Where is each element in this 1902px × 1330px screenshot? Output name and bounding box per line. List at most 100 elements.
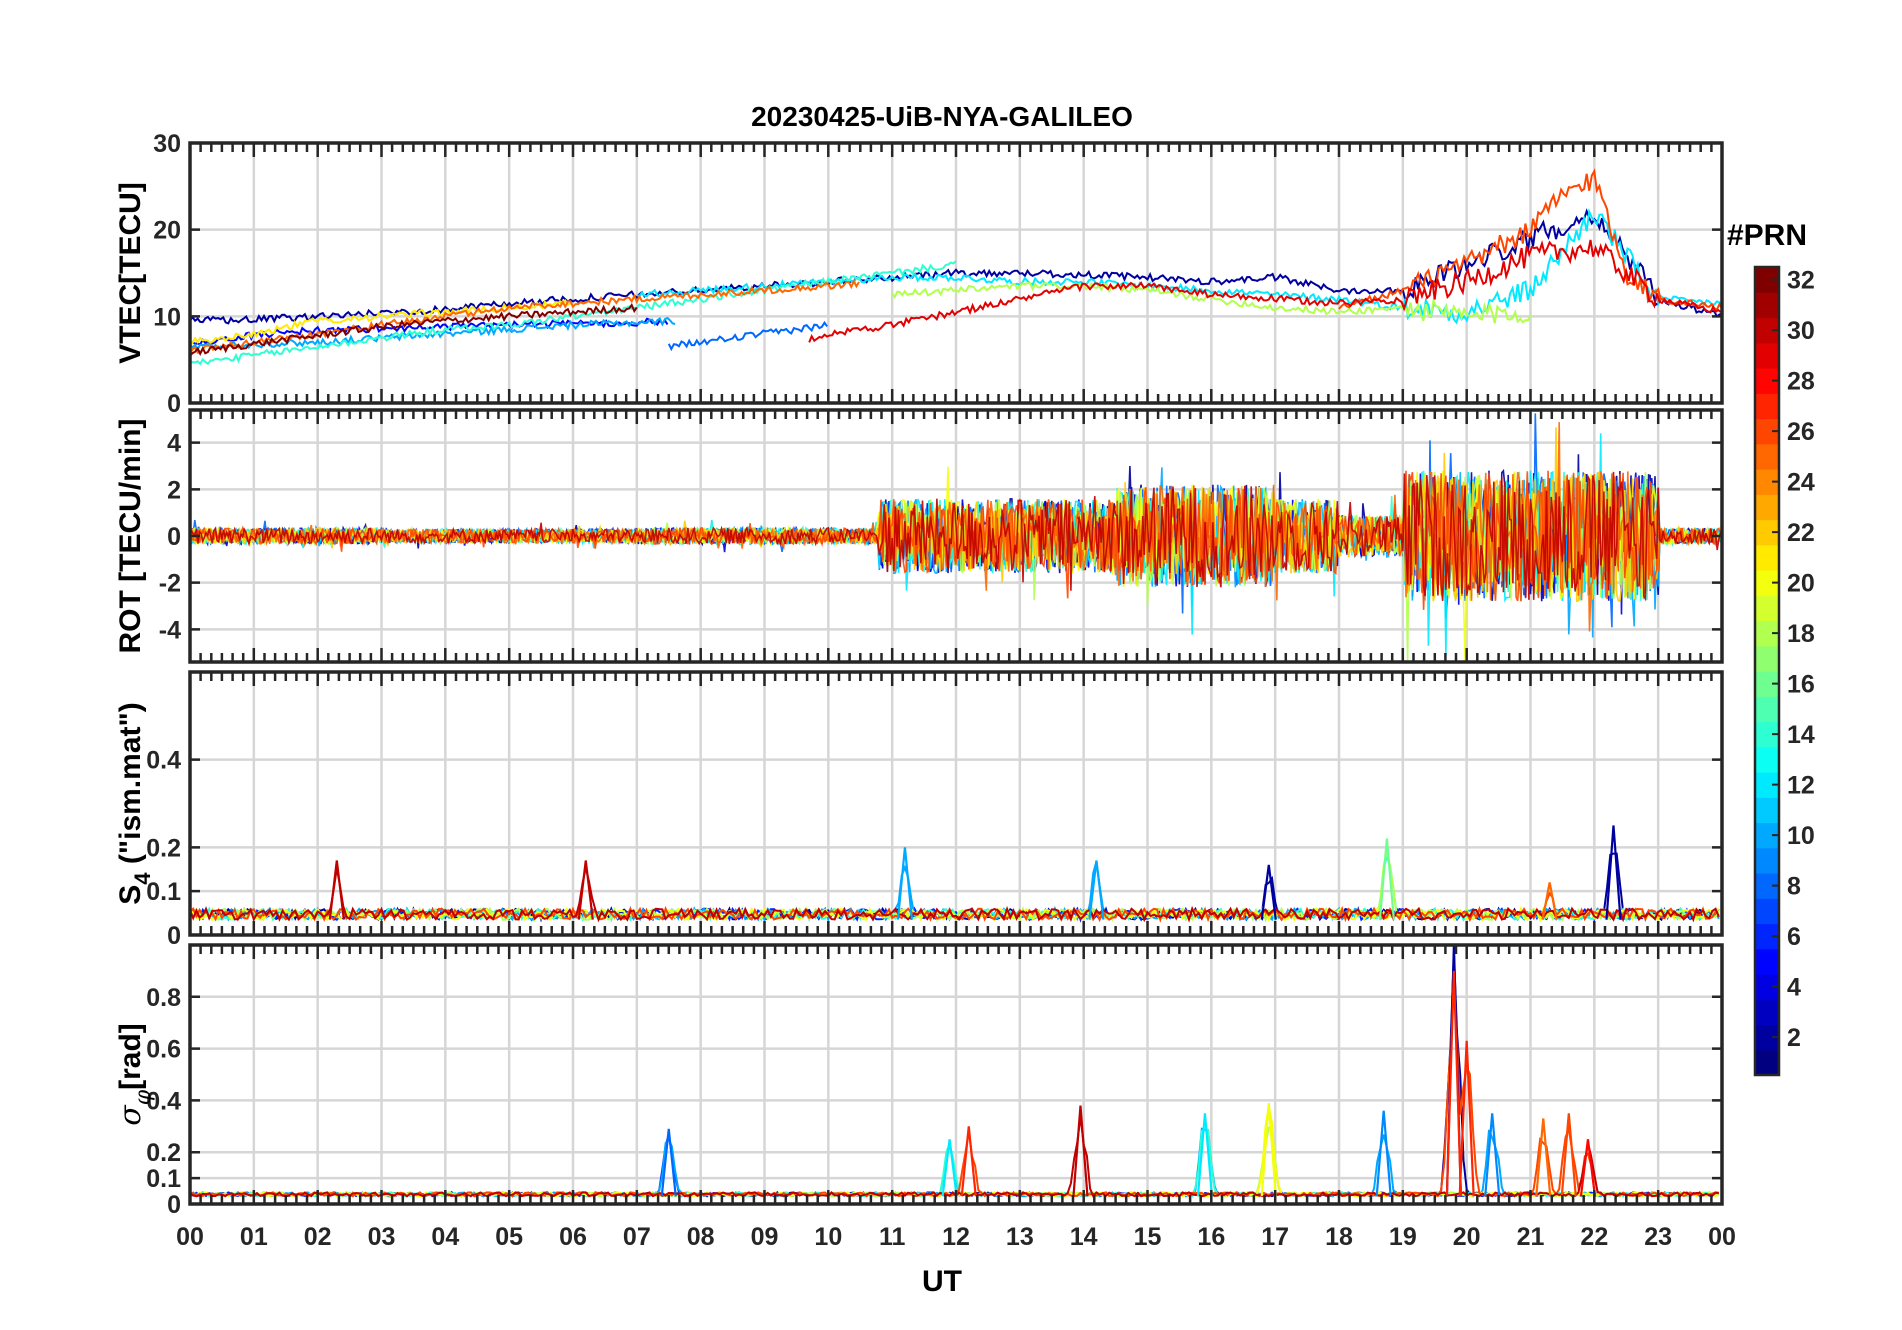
colorbar-tick-label: 30 <box>1787 317 1815 345</box>
y-tick-label: 0.1 <box>146 1165 181 1193</box>
x-tick-label: 02 <box>304 1223 332 1251</box>
series-prn-5 <box>190 317 669 346</box>
x-ticks <box>188 945 1724 1204</box>
peak-prn-12 <box>1196 1113 1214 1197</box>
series-prn-26 <box>1338 168 1722 311</box>
colorbar-segment <box>1755 595 1779 622</box>
colorbar-tick-label: 22 <box>1787 519 1815 547</box>
x-tick-label: 19 <box>1389 1223 1417 1251</box>
y-tick-label: -4 <box>159 616 181 644</box>
series-prn-32 <box>190 302 638 357</box>
x-tick-label: 07 <box>623 1223 651 1251</box>
y-tick-label: 0 <box>167 390 181 418</box>
x-tick-label: 04 <box>431 1223 459 1251</box>
panel-s4-data <box>190 825 1720 923</box>
colorbar-segment <box>1755 393 1779 420</box>
colorbar-tick-label: 8 <box>1787 873 1801 901</box>
colorbar-segment <box>1755 292 1779 319</box>
y-tick-label: 2 <box>167 476 181 504</box>
colorbar-tick-label: 26 <box>1787 418 1815 446</box>
y-ticks <box>190 141 1722 405</box>
colorbar-segment <box>1755 948 1779 975</box>
x-tick-label: 22 <box>1580 1223 1608 1251</box>
panel-rot-data <box>190 413 1722 662</box>
peak-prn-16 <box>1378 838 1395 920</box>
colorbar-title: #PRN <box>1727 219 1807 252</box>
peak-prn-10 <box>896 847 914 920</box>
y-axis-label-sigma_phi: σφ[rad] <box>113 1023 156 1126</box>
peak-prn-27 <box>1458 1040 1475 1197</box>
series-prn-22 <box>190 427 1722 603</box>
colorbar-tick-label: 24 <box>1787 469 1815 497</box>
series-prn-12 <box>636 208 1722 325</box>
colorbar-segment <box>1755 1049 1779 1076</box>
x-tick-label: 00 <box>1708 1223 1736 1251</box>
x-tick-label: 21 <box>1517 1223 1545 1251</box>
x-tick-label: 03 <box>368 1223 396 1251</box>
x-tick-label: 20 <box>1453 1223 1481 1251</box>
x-tick-label: 16 <box>1197 1223 1225 1251</box>
panel-vtec-data <box>190 168 1722 366</box>
colorbar-frame <box>1753 265 1781 1077</box>
x-tick-label: 06 <box>559 1223 587 1251</box>
y-tick-label: 0.2 <box>146 834 181 862</box>
y-tick-label: 0.4 <box>146 1087 181 1115</box>
x-ticks <box>188 410 1724 662</box>
colorbar-tick-label: 2 <box>1787 1024 1801 1052</box>
y-tick-label: 10 <box>153 303 181 331</box>
x-tick-label: 18 <box>1325 1223 1353 1251</box>
peak-prn-27 <box>960 1126 977 1197</box>
peak-prn-2 <box>1260 864 1277 920</box>
series-prn-14 <box>190 852 1719 923</box>
colorbar-tick-label: 12 <box>1787 772 1815 800</box>
colorbar-tick-label: 28 <box>1787 368 1815 396</box>
colorbar-tick-label: 6 <box>1787 923 1801 951</box>
series-prn-30 <box>190 867 1720 923</box>
y-tick-label: 0.4 <box>146 747 181 775</box>
series-prn-18 <box>891 281 1532 324</box>
chart-title: 20230425-UiB-NYA-GALILEO <box>751 101 1133 132</box>
x-tick-label: 23 <box>1644 1223 1672 1251</box>
series-prn-10 <box>190 316 676 352</box>
peak-prn-12 <box>941 1139 958 1197</box>
colorbar-segment <box>1755 544 1779 571</box>
colorbar-segment <box>1755 746 1779 773</box>
x-ticks <box>188 143 1724 403</box>
series-prn-29 <box>808 239 1722 343</box>
x-tick-labels: 00 01 02 03 04 05 06 07 08 09 10 11 12 13 14 15 16 17 18 19… <box>176 1223 1736 1251</box>
peak-prn-30 <box>328 860 345 920</box>
x-tick-label: 15 <box>1134 1223 1162 1251</box>
y-ticks <box>190 441 1722 631</box>
colorbar-segment <box>1755 696 1779 723</box>
colorbar-tick-label: 10 <box>1787 822 1815 850</box>
series-prn-14 <box>190 260 957 366</box>
peak-prn-28 <box>1579 1139 1597 1197</box>
panel-s4: 0 0.1 0.2 0.4S4 ("ism.mat") <box>114 670 1724 950</box>
peak-prn-8 <box>660 1128 677 1197</box>
x-tick-label: 00 <box>176 1223 204 1251</box>
x-tick-label: 17 <box>1261 1223 1289 1251</box>
peak-prn-9 <box>1484 1113 1501 1197</box>
colorbar-segment <box>1755 898 1779 925</box>
peak-prn-27 <box>1445 970 1462 1197</box>
y-axis-label-vtec: VTEC[TECU] <box>114 182 147 364</box>
colorbar-segment <box>1755 494 1779 521</box>
y-tick-label: 0 <box>167 1191 181 1219</box>
x-tick-label: 09 <box>751 1223 779 1251</box>
x-tick-label: 11 <box>879 1223 906 1251</box>
peak-prn-9 <box>1375 1110 1392 1197</box>
colorbar-tick-label: 16 <box>1787 671 1815 699</box>
peak-prn-25 <box>1541 882 1558 920</box>
series-prn-30 <box>190 471 1722 602</box>
x-tick-label: 10 <box>814 1223 842 1251</box>
x-tick-label: 05 <box>495 1223 523 1251</box>
y-tick-label: 0 <box>167 922 181 950</box>
peak-prn-26 <box>1560 1113 1577 1197</box>
colorbar-segment <box>1755 999 1779 1026</box>
peak-prn-20 <box>1260 1102 1277 1197</box>
